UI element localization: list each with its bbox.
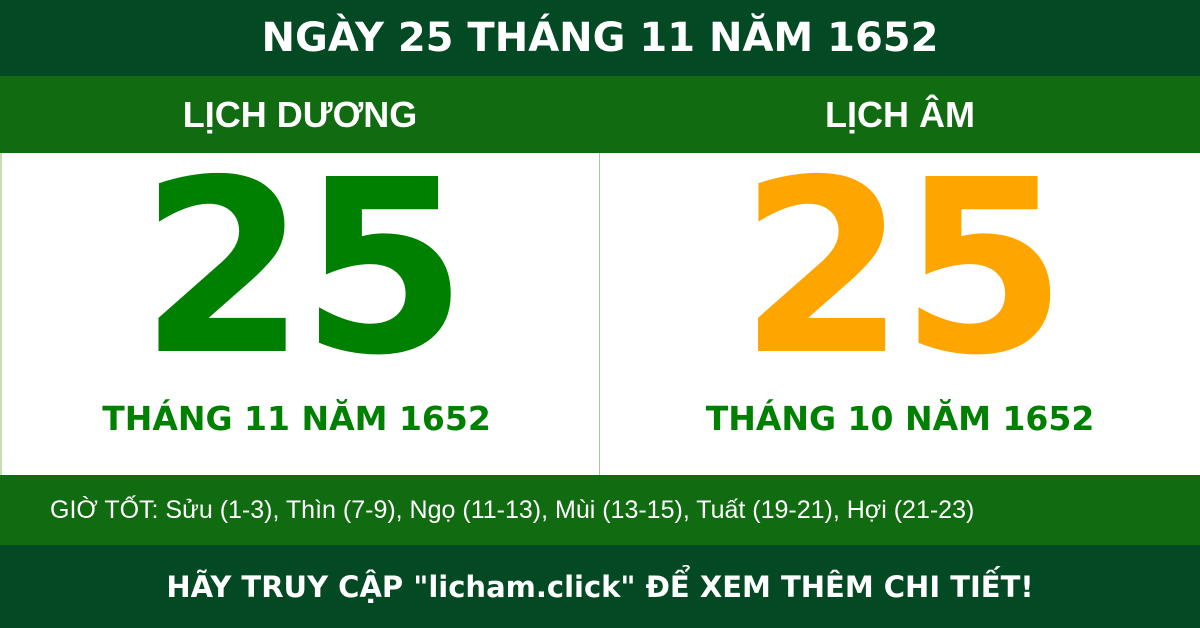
solar-heading: LỊCH DƯƠNG — [182, 93, 418, 135]
calendar-headers: LỊCH DƯƠNG LỊCH ÂM — [0, 76, 1200, 153]
solar-column: 25 THÁNG 11 NĂM 1652 — [0, 128, 600, 475]
footer-cta: HÃY TRUY CẬP "licham.click" ĐỂ XEM THÊM … — [0, 545, 1200, 628]
lunar-heading: LỊCH ÂM — [825, 93, 975, 135]
page-title: NGÀY 25 THÁNG 11 NĂM 1652 — [0, 0, 1200, 76]
lunar-month-year: THÁNG 10 NĂM 1652 — [705, 399, 1095, 438]
calendar-body: 25 THÁNG 11 NĂM 1652 25 THÁNG 10 NĂM 165… — [0, 128, 1200, 475]
solar-month-year: THÁNG 11 NĂM 1652 — [102, 399, 491, 438]
solar-day: 25 — [139, 128, 468, 408]
lunar-column: 25 THÁNG 10 NĂM 1652 — [600, 128, 1200, 475]
good-hours: GIỜ TỐT: Sửu (1-3), Thìn (7-9), Ngọ (11-… — [0, 475, 1200, 545]
lunar-day: 25 — [739, 128, 1067, 408]
